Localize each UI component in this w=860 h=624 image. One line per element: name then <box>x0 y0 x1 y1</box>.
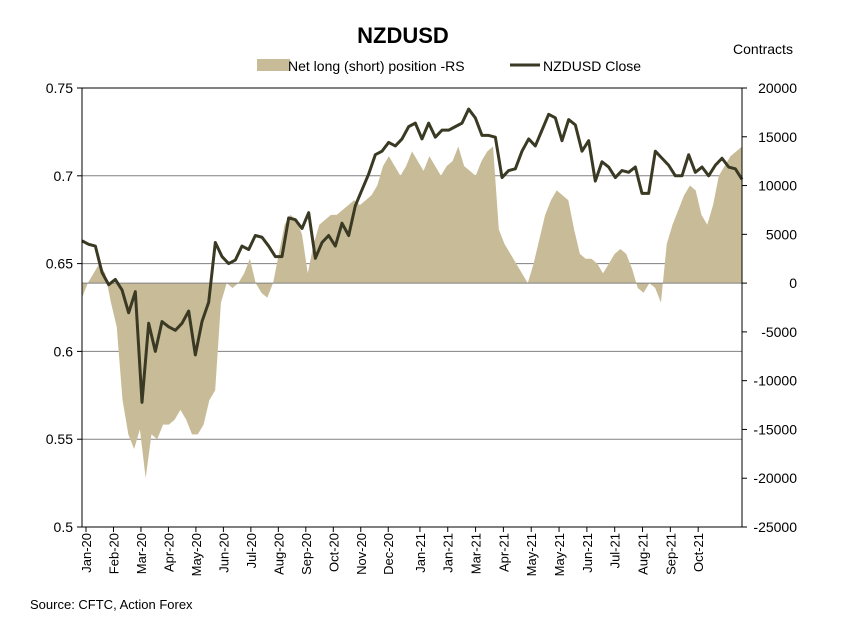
right-tick-label: 10000 <box>758 178 797 194</box>
right-axis-title: Contracts <box>733 41 793 57</box>
x-tick-label: Dec-20 <box>381 533 396 575</box>
right-tick-label: 20000 <box>758 80 797 96</box>
x-tick-label: Apr-21 <box>496 533 511 572</box>
x-tick-label: Jul-20 <box>244 533 259 568</box>
legend-swatch-area <box>257 59 290 71</box>
x-tick-label: Jun-20 <box>216 533 231 573</box>
left-tick-label: 0.7 <box>54 168 74 184</box>
x-tick-label: Sep-21 <box>663 533 678 575</box>
x-tick-label: Oct-20 <box>326 533 341 572</box>
left-tick-label: 0.5 <box>54 519 74 535</box>
x-axis-ticks: Jan-20 Feb-20 Mar-20 Apr-20 May-20 Jun-20 Jul-… <box>79 527 706 576</box>
series-nzdusd-close-line <box>81 107 744 404</box>
x-tick-label: Oct-21 <box>691 533 706 572</box>
x-tick-label: May-20 <box>189 533 204 576</box>
right-tick-label: 0 <box>789 275 797 291</box>
right-tick-label: -15000 <box>753 421 797 437</box>
left-tick-label: 0.75 <box>46 80 73 96</box>
right-tick-label: 15000 <box>758 129 797 145</box>
series-net-position-area <box>82 146 742 479</box>
x-tick-label: Nov-20 <box>354 533 369 575</box>
x-tick-label: Aug-20 <box>271 533 286 575</box>
x-tick-label: Mar-21 <box>469 533 484 574</box>
legend-label-net-position: Net long (short) position -RS <box>288 58 465 74</box>
right-tick-label: -20000 <box>753 470 797 486</box>
plot-frame <box>81 87 743 528</box>
x-tick-label: Mar-20 <box>134 533 149 574</box>
source-note: Source: CFTC, Action Forex <box>30 597 193 612</box>
right-tick-label: -10000 <box>753 373 797 389</box>
left-tick-label: 0.55 <box>46 431 73 447</box>
x-tick-label: Sep-20 <box>299 533 314 575</box>
right-axis-ticks: 20000 15000 10000 5000 0 -5000 -10000 -15000 -20… <box>742 80 797 535</box>
line-layer <box>81 107 744 404</box>
left-tick-label: 0.65 <box>46 256 73 272</box>
x-tick-label: Jan-21 <box>441 533 456 573</box>
right-tick-label: 5000 <box>766 226 797 242</box>
x-tick-label: Feb-20 <box>106 533 121 574</box>
x-tick-label: Jan-21 <box>413 533 428 573</box>
x-tick-label: May-21 <box>552 533 567 576</box>
axes <box>81 87 743 528</box>
left-tick-label: 0.6 <box>54 343 74 359</box>
left-axis-ticks: 0.75 0.7 0.65 0.6 0.55 0.5 <box>46 80 82 535</box>
right-tick-label: -25000 <box>753 519 797 535</box>
x-tick-label: Jul-21 <box>608 533 623 568</box>
area-layer <box>82 146 742 479</box>
legend: Net long (short) position -RS NZDUSD Clo… <box>257 58 641 74</box>
x-tick-label: Jan-20 <box>79 533 94 573</box>
x-tick-label: May-21 <box>524 533 539 576</box>
x-tick-label: Apr-20 <box>161 533 176 572</box>
x-tick-label: Jun-21 <box>580 533 595 573</box>
chart-title: NZDUSD <box>357 23 449 48</box>
right-tick-label: -5000 <box>761 324 797 340</box>
legend-label-nzdusd-close: NZDUSD Close <box>543 58 641 74</box>
x-tick-label: Aug-21 <box>636 533 651 575</box>
